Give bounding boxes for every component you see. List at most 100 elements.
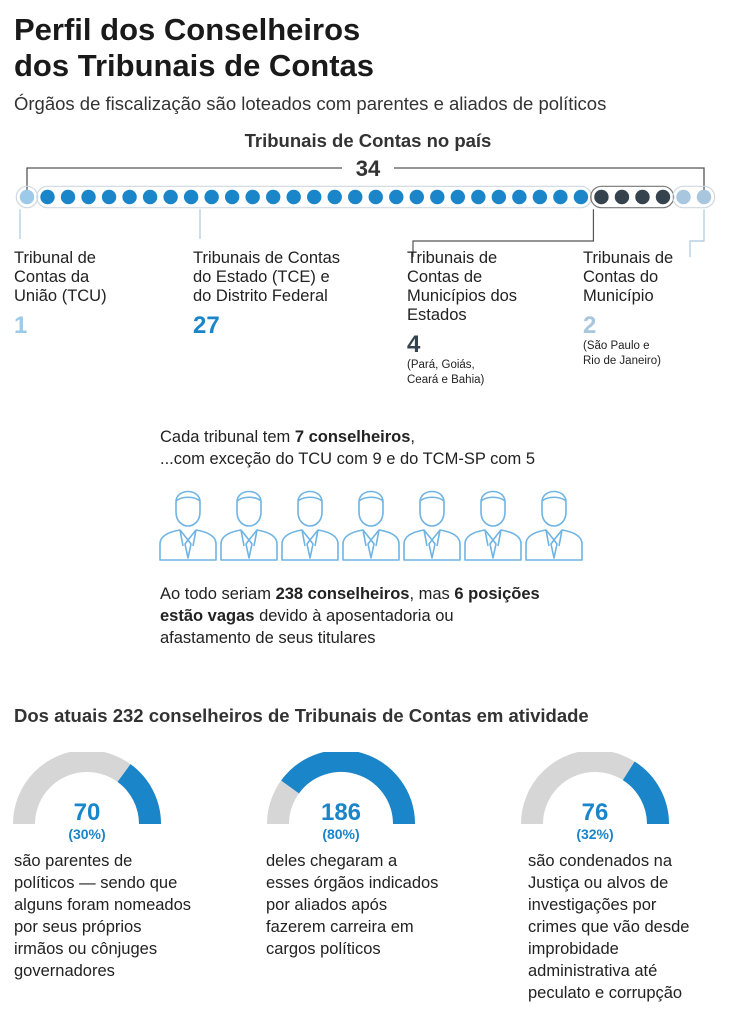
note-line: (Pará, Goiás,: [407, 359, 475, 371]
head: [480, 490, 506, 527]
intro-text: ,: [410, 428, 415, 446]
category-tcm-municipio: Tribunais de Contas do Município 2 (São …: [583, 249, 673, 369]
tribunal-dots-chart: [15, 167, 716, 257]
shoulders: [403, 529, 461, 561]
desc-line: deles chegaram a: [266, 852, 398, 870]
gauge-value: 70: [73, 799, 101, 826]
tribunal-dot: [307, 189, 322, 205]
category-tcm-estados-note: (Pará, Goiás, Ceará e Bahia): [407, 358, 517, 388]
category-tce-count: 27: [193, 312, 220, 339]
tribunal-dot: [142, 189, 158, 205]
gauge-percent: (32%): [576, 826, 614, 842]
tribunal-dot: [614, 189, 630, 205]
dot-group-outline: [672, 185, 716, 209]
tie: [428, 539, 436, 559]
category-tcm-estados-label: Tribunais de: [407, 249, 498, 267]
gauge-condenados: [521, 752, 669, 825]
desc-line: por aliados após: [266, 896, 388, 914]
conselheiros-total: Ao todo seriam 238 conselheiros, mas 6 p…: [160, 583, 540, 649]
counter-title: Tribunais de Contas no país: [244, 130, 492, 151]
tribunal-dot: [204, 189, 219, 205]
desc-line: são condenados na: [528, 852, 673, 870]
intro-line-2: ...com exceção do TCU com 9 e do TCM-SP …: [160, 450, 536, 468]
lapels: [240, 529, 258, 547]
lapels: [179, 529, 197, 547]
tribunal-dot: [224, 189, 240, 205]
category-tcm-estados-count: 4: [407, 331, 421, 358]
total-line-1: Ao todo seriam 238 conselheiros, mas 6 p…: [160, 583, 540, 605]
tribunal-dot: [635, 189, 650, 205]
section-title: Dos atuais 232 conselheiros de Tribunais…: [14, 705, 589, 726]
conselheiro-icon: [464, 490, 522, 561]
desc-line: crimes que vão desde: [528, 918, 690, 936]
shoulders: [281, 529, 339, 561]
tribunal-dot: [491, 189, 507, 205]
tribunal-dot: [594, 189, 609, 205]
hair: [419, 496, 445, 502]
category-tcm-estados: Tribunais de Contas de Municípios dos Es…: [407, 249, 517, 388]
shoulders: [220, 529, 278, 561]
total-text: , mas: [409, 585, 455, 603]
shoulders: [525, 529, 583, 561]
category-tce: Tribunais de Contas do Estado (TCE) e do…: [193, 249, 341, 339]
category-tcu-label: Tribunal de: [14, 249, 96, 267]
category-tcu-count: 1: [14, 312, 28, 339]
tie: [184, 539, 192, 559]
shoulders: [464, 529, 522, 561]
gauge-aliados-desc: deles chegaram a esses órgãos indicados …: [266, 850, 438, 960]
head: [236, 490, 262, 527]
lapels: [484, 529, 502, 547]
category-tce-label: do Estado (TCE) e: [193, 268, 330, 286]
gauge-aliados: [267, 752, 415, 825]
title-line-2: dos Tribunais de Contas: [14, 48, 374, 83]
lapels: [301, 529, 319, 547]
total-line-3: afastamento de seus titulares: [160, 629, 376, 647]
tribunal-dot: [286, 189, 301, 205]
tribunal-dot: [327, 189, 342, 205]
tribunal-dot: [265, 189, 281, 205]
tribunal-dot: [245, 189, 260, 205]
gauge-aliados-value: 186 (80%): [266, 800, 416, 843]
gauge-fill: [622, 761, 669, 825]
hair: [236, 496, 262, 502]
conselheiros-illustration: [159, 490, 583, 561]
total-text: devido à aposentadoria ou: [254, 607, 454, 625]
lapels: [423, 529, 441, 547]
head: [541, 490, 567, 527]
dot-leader-line: [412, 209, 595, 257]
intro-text: Cada tribunal tem: [160, 428, 295, 446]
conselheiro-icon: [403, 490, 461, 561]
category-tcm-estados-label: Contas de: [407, 268, 483, 286]
intro-line-1: Cada tribunal tem 7 conselheiros,: [160, 426, 535, 448]
category-tcm-municipio-label: Tribunais de: [583, 249, 674, 267]
desc-line: governadores: [14, 962, 115, 980]
category-tce-label: Tribunais de Contas: [193, 249, 341, 267]
tribunal-dot: [450, 189, 466, 205]
tribunal-dot: [348, 189, 363, 205]
conselheiro-icon: [159, 490, 217, 561]
desc-line: investigações por: [528, 896, 657, 914]
title-line-1: Perfil dos Conselheiros: [14, 12, 361, 47]
total-highlight: 238 conselheiros: [275, 585, 410, 603]
tribunal-dot: [696, 189, 712, 205]
category-tce-label: do Distrito Federal: [193, 287, 328, 305]
gauge-percent: (80%): [322, 826, 360, 842]
desc-line: cargos políticos: [266, 940, 381, 958]
gauge-condenados-value: 76 (32%): [520, 800, 670, 843]
category-tcm-estados-label: Municípios dos: [407, 287, 518, 305]
tie: [489, 539, 497, 559]
gauge-value: 186: [320, 799, 362, 826]
head: [297, 490, 323, 527]
page-subtitle: Órgãos de fiscalização são loteados com …: [14, 93, 607, 114]
category-tcu: Tribunal de Contas da União (TCU) 1: [14, 249, 107, 339]
total-highlight: estão vagas: [160, 607, 255, 625]
conselheiro-icon: [220, 490, 278, 561]
conselheiro-icon: [281, 490, 339, 561]
note-line: (São Paulo e: [583, 340, 650, 352]
tie: [306, 539, 314, 559]
tribunal-dot: [40, 189, 55, 205]
gauge-fill: [281, 752, 415, 825]
desc-line: irmãos ou cônjuges: [14, 940, 158, 958]
tribunal-dot: [60, 189, 76, 205]
dot-group-outline: [36, 185, 593, 209]
